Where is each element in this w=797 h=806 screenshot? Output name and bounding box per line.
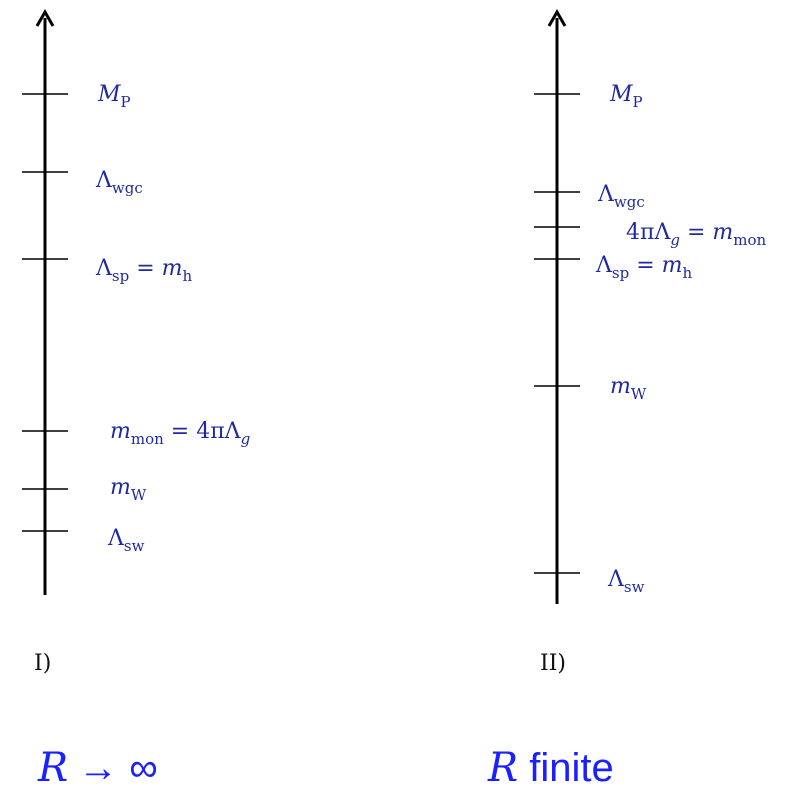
label-II-lambda-sw: Λsw — [608, 567, 645, 596]
caption-II: R finite — [488, 745, 614, 791]
label-II-planck-mass: MP — [610, 82, 643, 111]
label-I-m-mon: mmon = 4πΛg — [110, 419, 251, 448]
axis-I-arrowhead — [35, 8, 55, 27]
label-II-lambda-g: 4πΛg = mmon — [626, 220, 767, 249]
label-II-m-w: mW — [610, 374, 647, 403]
axis-II-arrowhead — [547, 8, 567, 27]
caption-I: R → ∞ — [38, 745, 158, 791]
label-I-lambda-wgc: Λwgc — [96, 168, 143, 197]
panel-II-label: II) — [540, 651, 566, 676]
label-II-lambda-sp: Λsp = mh — [596, 253, 693, 282]
label-II-lambda-wgc: Λwgc — [598, 182, 645, 211]
label-I-planck-mass: MP — [98, 82, 131, 111]
label-I-m-w: mW — [110, 475, 147, 504]
label-I-lambda-sw: Λsw — [108, 526, 145, 555]
panel-I-label: I) — [34, 651, 52, 676]
label-I-lambda-sp: Λsp = mh — [96, 256, 193, 285]
